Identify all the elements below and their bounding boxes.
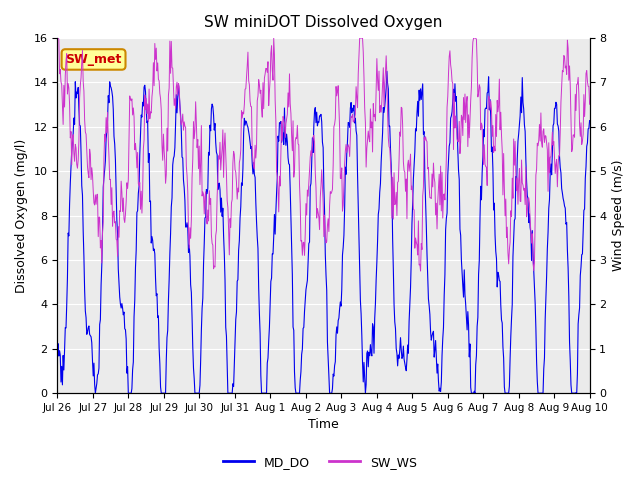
MD_DO <box>92 390 99 396</box>
SW_WS <box>128 96 136 102</box>
MD_DO <box>436 388 444 394</box>
MD_DO <box>450 86 458 92</box>
Y-axis label: Wind Speed (m/s): Wind Speed (m/s) <box>612 160 625 271</box>
MD_DO <box>54 346 61 351</box>
MD_DO <box>282 134 289 140</box>
MD_DO <box>56 348 63 354</box>
Title: SW miniDOT Dissolved Oxygen: SW miniDOT Dissolved Oxygen <box>204 15 443 30</box>
SW_WS <box>56 71 63 77</box>
SW_WS <box>280 120 288 126</box>
SW_WS <box>449 81 456 86</box>
X-axis label: Time: Time <box>308 419 339 432</box>
SW_WS <box>586 101 593 107</box>
SW_WS <box>417 268 424 274</box>
MD_DO <box>586 118 593 123</box>
Text: SW_met: SW_met <box>65 53 122 66</box>
SW_WS <box>436 202 444 208</box>
Y-axis label: Dissolved Oxygen (mg/l): Dissolved Oxygen (mg/l) <box>15 139 28 293</box>
Legend: MD_DO, SW_WS: MD_DO, SW_WS <box>218 451 422 474</box>
SW_WS <box>301 252 308 258</box>
Line: SW_WS: SW_WS <box>58 38 589 271</box>
Line: MD_DO: MD_DO <box>58 71 589 393</box>
MD_DO <box>383 68 391 74</box>
MD_DO <box>301 298 309 303</box>
SW_WS <box>54 35 61 41</box>
MD_DO <box>129 367 136 372</box>
